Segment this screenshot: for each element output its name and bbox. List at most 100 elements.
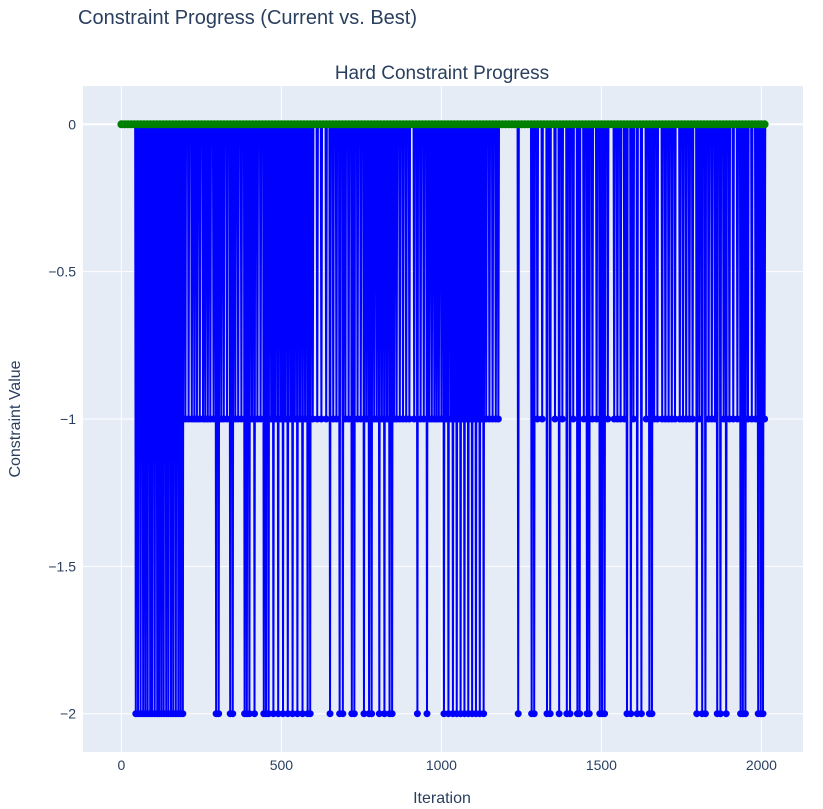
current-point [701, 710, 709, 718]
current-point [629, 415, 637, 423]
figure-title: Constraint Progress (Current vs. Best) [78, 7, 417, 29]
current-point [671, 415, 679, 423]
current-point [257, 415, 265, 423]
current-point [546, 710, 554, 718]
current-point [326, 710, 334, 718]
current-point [480, 710, 488, 718]
current-point [245, 710, 253, 718]
current-point [711, 415, 719, 423]
current-point [566, 710, 574, 718]
y-axis-label: Constraint Value [7, 360, 24, 477]
current-point [301, 415, 309, 423]
current-point [601, 710, 609, 718]
current-point [210, 415, 218, 423]
current-point [215, 710, 223, 718]
current-point [533, 415, 541, 423]
current-point [716, 710, 724, 718]
current-point [593, 415, 601, 423]
current-point [229, 710, 237, 718]
current-point [272, 415, 280, 423]
current-point [722, 710, 730, 718]
current-point [642, 415, 650, 423]
y-tick-label: −2 [60, 706, 76, 722]
current-point [279, 710, 287, 718]
current-point [274, 710, 282, 718]
current-point [423, 710, 431, 718]
current-point [350, 710, 358, 718]
current-point [627, 710, 635, 718]
current-point [648, 710, 656, 718]
current-point [339, 710, 347, 718]
current-point [306, 710, 314, 718]
current-point [293, 710, 301, 718]
current-point [368, 710, 376, 718]
current-point [299, 710, 307, 718]
x-axis-ticks: 0 500 1000 1500 2000 [118, 757, 778, 773]
y-tick-label: −1.5 [48, 558, 76, 574]
current-point [410, 415, 418, 423]
current-point [345, 415, 353, 423]
current-point [759, 710, 767, 718]
current-point [223, 415, 231, 423]
current-point [281, 415, 289, 423]
current-point [332, 415, 340, 423]
current-point [265, 710, 273, 718]
current-point [741, 710, 749, 718]
x-tick-label: 1000 [426, 757, 457, 773]
current-point [580, 415, 588, 423]
current-point [373, 415, 381, 423]
current-point [569, 415, 577, 423]
current-point [375, 710, 383, 718]
best-point [760, 120, 769, 129]
current-point [437, 415, 445, 423]
current-point [269, 710, 277, 718]
x-tick-label: 500 [270, 757, 294, 773]
y-tick-label: −0.5 [48, 264, 76, 280]
current-point [420, 415, 428, 423]
current-point [442, 415, 450, 423]
current-point [251, 710, 259, 718]
y-axis-ticks: 0 −0.5 −1 −1.5 −2 [48, 116, 76, 721]
current-point [291, 415, 299, 423]
current-point [693, 710, 701, 718]
current-point [752, 415, 760, 423]
current-point [585, 710, 593, 718]
current-point [620, 415, 628, 423]
current-point [179, 710, 187, 718]
current-point [284, 710, 292, 718]
current-point [558, 415, 566, 423]
current-point [637, 710, 645, 718]
current-point [380, 710, 388, 718]
current-point [413, 710, 421, 718]
current-point [530, 710, 538, 718]
current-point [555, 710, 563, 718]
current-point [388, 710, 396, 718]
current-point [248, 415, 256, 423]
current-point [761, 415, 769, 423]
current-point [360, 710, 368, 718]
current-point [322, 415, 330, 423]
current-point [551, 415, 559, 423]
current-point [576, 710, 584, 718]
x-tick-label: 1500 [586, 757, 617, 773]
current-point [538, 415, 546, 423]
current-point [289, 710, 297, 718]
current-point [317, 415, 325, 423]
current-point [363, 415, 371, 423]
current-point [494, 415, 502, 423]
x-tick-label: 2000 [746, 757, 777, 773]
current-point [720, 415, 728, 423]
current-point [604, 415, 612, 423]
current-point [237, 415, 245, 423]
current-point [296, 415, 304, 423]
current-point [514, 710, 522, 718]
current-point [357, 415, 365, 423]
y-tick-label: −1 [60, 411, 76, 427]
x-tick-label: 0 [118, 757, 126, 773]
current-point [733, 415, 741, 423]
current-point [653, 415, 661, 423]
current-point [695, 415, 703, 423]
chart-title: Hard Constraint Progress [335, 63, 549, 84]
best-series [117, 120, 769, 129]
